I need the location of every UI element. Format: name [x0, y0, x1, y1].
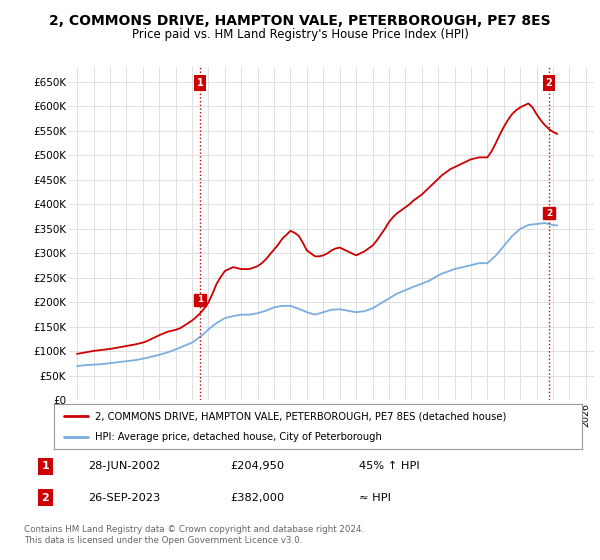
Text: Price paid vs. HM Land Registry's House Price Index (HPI): Price paid vs. HM Land Registry's House …: [131, 28, 469, 41]
Text: ≈ HPI: ≈ HPI: [359, 493, 391, 503]
Text: 2, COMMONS DRIVE, HAMPTON VALE, PETERBOROUGH, PE7 8ES (detached house): 2, COMMONS DRIVE, HAMPTON VALE, PETERBOR…: [95, 412, 506, 422]
Text: HPI: Average price, detached house, City of Peterborough: HPI: Average price, detached house, City…: [95, 432, 382, 442]
Text: £382,000: £382,000: [230, 493, 285, 503]
Text: 1: 1: [197, 296, 203, 305]
Text: 1: 1: [41, 461, 49, 472]
Text: 28-JUN-2002: 28-JUN-2002: [88, 461, 160, 472]
Text: 2: 2: [546, 209, 552, 218]
Text: 2: 2: [41, 493, 49, 503]
Text: 2, COMMONS DRIVE, HAMPTON VALE, PETERBOROUGH, PE7 8ES: 2, COMMONS DRIVE, HAMPTON VALE, PETERBOR…: [49, 14, 551, 28]
Text: £204,950: £204,950: [230, 461, 284, 472]
Text: 45% ↑ HPI: 45% ↑ HPI: [359, 461, 419, 472]
Text: 1: 1: [197, 78, 203, 88]
Text: 26-SEP-2023: 26-SEP-2023: [88, 493, 160, 503]
Text: 2: 2: [545, 78, 552, 88]
Text: Contains HM Land Registry data © Crown copyright and database right 2024.
This d: Contains HM Land Registry data © Crown c…: [24, 525, 364, 545]
